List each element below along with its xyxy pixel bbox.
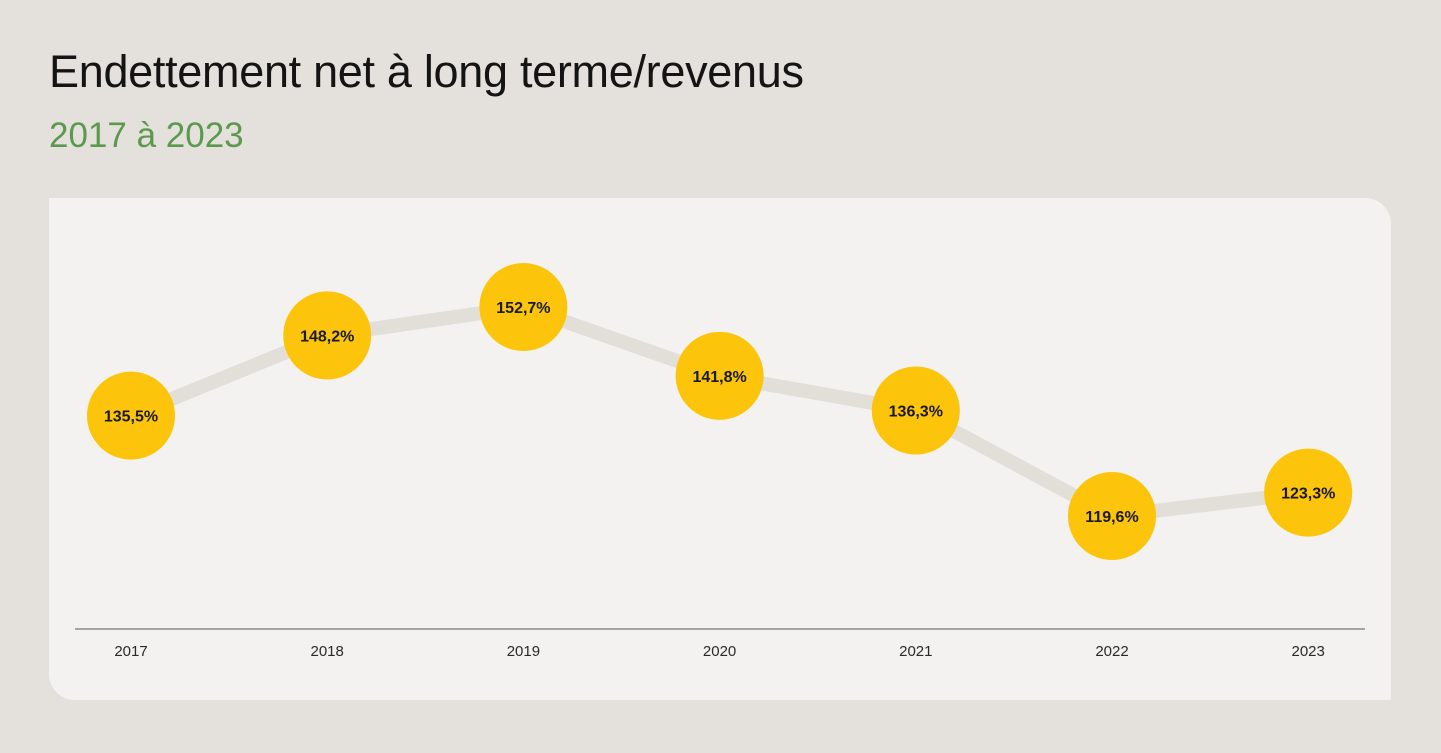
data-label-2023: 123,3%: [1281, 486, 1335, 503]
data-label-2021: 136,3%: [889, 404, 943, 421]
data-label-2018: 148,2%: [300, 328, 354, 345]
chart-panel: [49, 198, 1391, 700]
data-label-2020: 141,8%: [692, 369, 746, 386]
x-tick-2022: 2022: [1095, 643, 1128, 660]
data-point-2023: [1264, 448, 1353, 537]
data-point-2018: [283, 291, 372, 380]
x-tick-2019: 2019: [507, 643, 540, 660]
chart-title: Endettement net à long terme/revenus: [49, 46, 804, 97]
data-point-2020: [675, 331, 764, 420]
data-point-2019: [479, 263, 568, 351]
data-point-2017: [87, 371, 175, 460]
data-point-2021: [871, 366, 960, 455]
x-tick-2021: 2021: [899, 643, 932, 660]
x-tick-2023: 2023: [1292, 643, 1325, 660]
x-tick-2020: 2020: [703, 643, 736, 660]
x-tick-2017: 2017: [114, 643, 147, 660]
x-tick-2018: 2018: [311, 643, 344, 660]
data-label-2022: 119,6%: [1085, 509, 1138, 526]
data-label-2017: 135,5%: [104, 409, 158, 426]
data-label-2019: 152,7%: [496, 300, 550, 317]
data-point-2022: [1068, 472, 1156, 560]
chart-subtitle: 2017 à 2023: [49, 116, 244, 155]
